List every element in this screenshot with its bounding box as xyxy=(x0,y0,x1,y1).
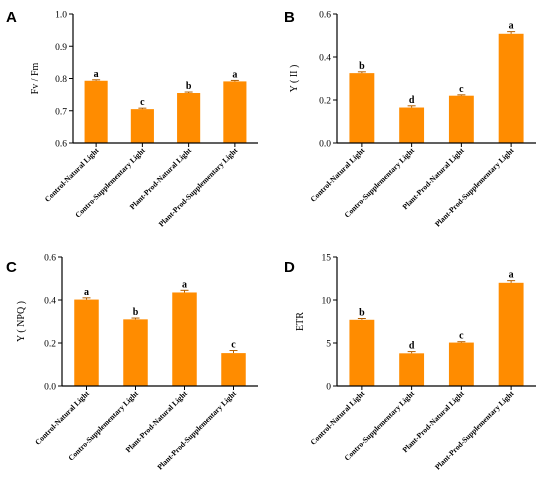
panel-letter: C xyxy=(6,259,17,276)
significance-letter: a xyxy=(232,69,237,80)
significance-letter: a xyxy=(509,270,514,281)
category-label: Control-Natural Light xyxy=(33,389,91,447)
panel-letter: A xyxy=(6,9,17,26)
y-tick-label: 0.9 xyxy=(55,43,67,53)
significance-letter: d xyxy=(409,341,415,352)
panel-letter: D xyxy=(284,259,295,276)
significance-letter: b xyxy=(359,61,365,72)
y-tick-label: 15 xyxy=(322,254,332,264)
significance-letter: a xyxy=(84,287,89,298)
bar xyxy=(399,353,425,386)
bar xyxy=(130,109,154,143)
y-tick-label: 0.0 xyxy=(319,140,331,150)
y-tick-label: 0 xyxy=(326,383,331,393)
significance-letter: d xyxy=(409,95,415,106)
y-axis-label: Fv / Fm xyxy=(30,62,41,94)
significance-letter: c xyxy=(459,331,464,342)
y-tick-label: 1.0 xyxy=(55,11,67,21)
bar xyxy=(177,93,201,143)
category-label: Plant-Prod-Supplementary Light xyxy=(433,389,516,472)
y-axis-label: Y ( II ) xyxy=(289,65,300,93)
panel-letter: B xyxy=(284,9,295,26)
bar xyxy=(123,319,148,386)
y-axis-label: ETR xyxy=(295,312,306,331)
bar xyxy=(498,282,524,386)
bar xyxy=(498,33,524,143)
significance-letter: a xyxy=(94,69,99,80)
bar xyxy=(399,107,425,143)
significance-letter: c xyxy=(231,340,236,351)
category-label: Plant-Prod-Supplementary Light xyxy=(433,146,516,229)
category-label: Control-Natural Light xyxy=(309,146,367,204)
y-tick-label: 0.8 xyxy=(55,75,67,85)
y-tick-label: 10 xyxy=(322,297,332,307)
significance-letter: b xyxy=(133,307,139,318)
bar xyxy=(172,292,197,386)
y-tick-label: 0.7 xyxy=(55,107,67,117)
category-label: Control-Natural Light xyxy=(309,389,367,447)
bar xyxy=(448,95,474,143)
y-tick-label: 0.4 xyxy=(319,54,331,64)
y-tick-label: 0.0 xyxy=(44,383,56,393)
y-tick-label: 0.6 xyxy=(319,11,331,21)
significance-letter: a xyxy=(509,21,514,32)
category-label: Plant-Prod-Supplementary Light xyxy=(155,389,238,472)
y-tick-label: 5 xyxy=(326,340,331,350)
bar xyxy=(448,342,474,386)
significance-letter: a xyxy=(182,279,187,290)
category-label: Plant-Prod-Supplementary Light xyxy=(157,146,240,229)
y-tick-label: 0.2 xyxy=(44,340,56,350)
y-tick-label: 0.4 xyxy=(44,297,56,307)
significance-letter: b xyxy=(359,307,365,318)
significance-letter: c xyxy=(459,84,464,95)
bar xyxy=(221,353,246,386)
significance-letter: b xyxy=(186,81,192,92)
y-tick-label: 0.6 xyxy=(44,254,56,264)
y-tick-label: 0.6 xyxy=(55,140,67,150)
bar xyxy=(223,81,247,143)
significance-letter: c xyxy=(140,97,145,108)
y-tick-label: 0.2 xyxy=(319,97,331,107)
bar xyxy=(74,299,99,386)
y-axis-label: Y ( NPQ ) xyxy=(16,301,27,342)
bar xyxy=(349,73,375,143)
bar xyxy=(84,80,108,143)
bar xyxy=(349,319,375,386)
